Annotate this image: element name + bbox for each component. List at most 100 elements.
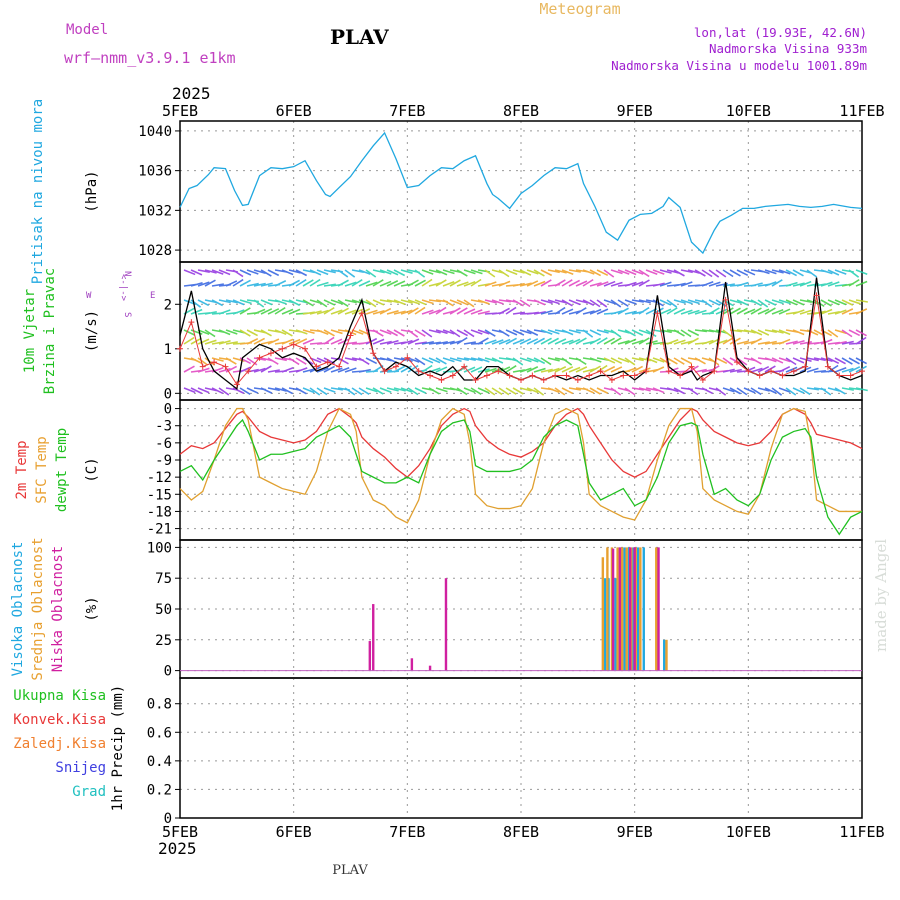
y-axis-label: 2m Temp bbox=[14, 440, 30, 499]
cloud-bar bbox=[444, 578, 448, 671]
y-axis-label: (hPa) bbox=[84, 170, 100, 212]
wind-arrow bbox=[638, 299, 651, 304]
wind-arrow bbox=[274, 299, 287, 305]
gust-marker bbox=[336, 363, 343, 370]
wind-arrow bbox=[533, 367, 546, 373]
wind-arrow bbox=[757, 329, 770, 336]
wind-arrow bbox=[400, 299, 413, 304]
y-axis-label: 10m Vjetar bbox=[22, 289, 38, 373]
wind-arrow bbox=[295, 338, 308, 345]
wind-arrow bbox=[582, 310, 595, 315]
wind-arrow bbox=[687, 329, 700, 337]
wind-arrow bbox=[764, 281, 777, 287]
cloud-bar bbox=[601, 557, 605, 671]
wind-arrow bbox=[589, 329, 602, 336]
wind-arrow bbox=[540, 337, 552, 345]
wind-arrow bbox=[323, 336, 335, 345]
wind-arrow bbox=[834, 329, 847, 335]
wind-arrow bbox=[519, 269, 532, 276]
wind-arrow bbox=[204, 311, 217, 315]
wind-arrow bbox=[435, 387, 448, 393]
wind-arrow bbox=[239, 269, 252, 276]
gust-marker bbox=[324, 359, 331, 366]
wind-arrow bbox=[197, 329, 210, 336]
wind-arrow bbox=[386, 280, 399, 287]
wind-arrow bbox=[610, 281, 623, 287]
gust-marker bbox=[722, 296, 729, 303]
wind-arrow bbox=[260, 365, 272, 373]
wind-arrow bbox=[708, 299, 721, 306]
wind-arrow bbox=[708, 307, 720, 315]
wind-arrow bbox=[295, 387, 307, 395]
wind-arrow bbox=[848, 357, 860, 365]
legend-entry: Ukupna Kisa bbox=[13, 688, 106, 704]
wind-arrow bbox=[764, 329, 777, 333]
wind-arrow bbox=[456, 337, 468, 345]
year-top: 2025 bbox=[172, 84, 211, 103]
cloud-bar bbox=[620, 547, 624, 671]
wind-arrow bbox=[855, 336, 867, 345]
wind-arrow bbox=[246, 329, 258, 337]
wind-arrow bbox=[603, 357, 616, 364]
wind-arrow bbox=[463, 357, 476, 361]
wind-arrow bbox=[631, 329, 644, 336]
gust-marker bbox=[370, 350, 377, 357]
wind-arrow bbox=[834, 357, 846, 365]
wind-arrow bbox=[386, 370, 400, 373]
wind-arrow bbox=[610, 299, 622, 308]
wind-arrow bbox=[449, 279, 461, 287]
wind-arrow bbox=[673, 339, 686, 345]
wind-arrow bbox=[246, 337, 259, 345]
wind-arrow bbox=[827, 269, 840, 276]
wind-arrow bbox=[834, 387, 846, 395]
wind-arrow bbox=[575, 329, 589, 333]
wind-arrow bbox=[631, 269, 644, 275]
wind-arrow bbox=[533, 280, 546, 287]
wind-arrow bbox=[183, 329, 196, 336]
y-tick-label: 2 bbox=[164, 297, 172, 313]
gust-marker bbox=[802, 363, 809, 370]
wind-arrow bbox=[386, 310, 399, 315]
wind-arrow bbox=[666, 299, 678, 308]
gust-marker bbox=[449, 372, 456, 379]
wind-arrow bbox=[197, 299, 210, 307]
gust-marker bbox=[404, 354, 411, 361]
wind-arrow bbox=[757, 365, 770, 373]
wind-arrow bbox=[659, 308, 672, 315]
wind-arrow bbox=[358, 357, 370, 365]
wind-arrow bbox=[729, 329, 743, 333]
y-tick-label: 1040 bbox=[138, 124, 172, 140]
wind-arrow bbox=[631, 339, 644, 345]
wind-arrow bbox=[666, 387, 679, 393]
wind-arrow bbox=[484, 299, 497, 304]
wind-arrow bbox=[246, 368, 259, 373]
wind-arrow bbox=[792, 339, 805, 345]
wind-arrow bbox=[372, 309, 385, 315]
wind-arrow bbox=[512, 269, 525, 274]
wind-arrow bbox=[393, 365, 405, 373]
wind-arrow bbox=[211, 341, 224, 345]
y-tick-label: 50 bbox=[155, 602, 172, 618]
y-axis-label: (m/s) bbox=[84, 310, 100, 352]
x-tick-label-bottom: 8FEB bbox=[503, 823, 539, 841]
gust-marker bbox=[574, 376, 581, 383]
wind-arrow bbox=[330, 338, 343, 345]
wind-arrow bbox=[722, 329, 734, 338]
y-tick-label: 0.4 bbox=[147, 754, 172, 770]
wind-arrow bbox=[834, 269, 847, 275]
gust-marker bbox=[392, 363, 399, 370]
wind-arrow bbox=[554, 279, 566, 287]
wind-arrow bbox=[491, 387, 503, 396]
wind-arrow bbox=[211, 357, 224, 362]
wind-arrow bbox=[512, 338, 525, 345]
wind-arrow bbox=[484, 357, 497, 362]
lonlat-info: lon,lat (19.93E, 42.6N) bbox=[694, 25, 867, 40]
wind-arrow bbox=[547, 337, 559, 345]
wind-arrow bbox=[379, 280, 392, 287]
gust-marker bbox=[233, 381, 240, 388]
wind-arrow bbox=[470, 366, 483, 373]
wind-arrow bbox=[785, 366, 798, 373]
x-tick-label-top: 5FEB bbox=[162, 102, 198, 120]
wind-arrow bbox=[379, 357, 392, 362]
wind-arrow bbox=[295, 367, 308, 373]
